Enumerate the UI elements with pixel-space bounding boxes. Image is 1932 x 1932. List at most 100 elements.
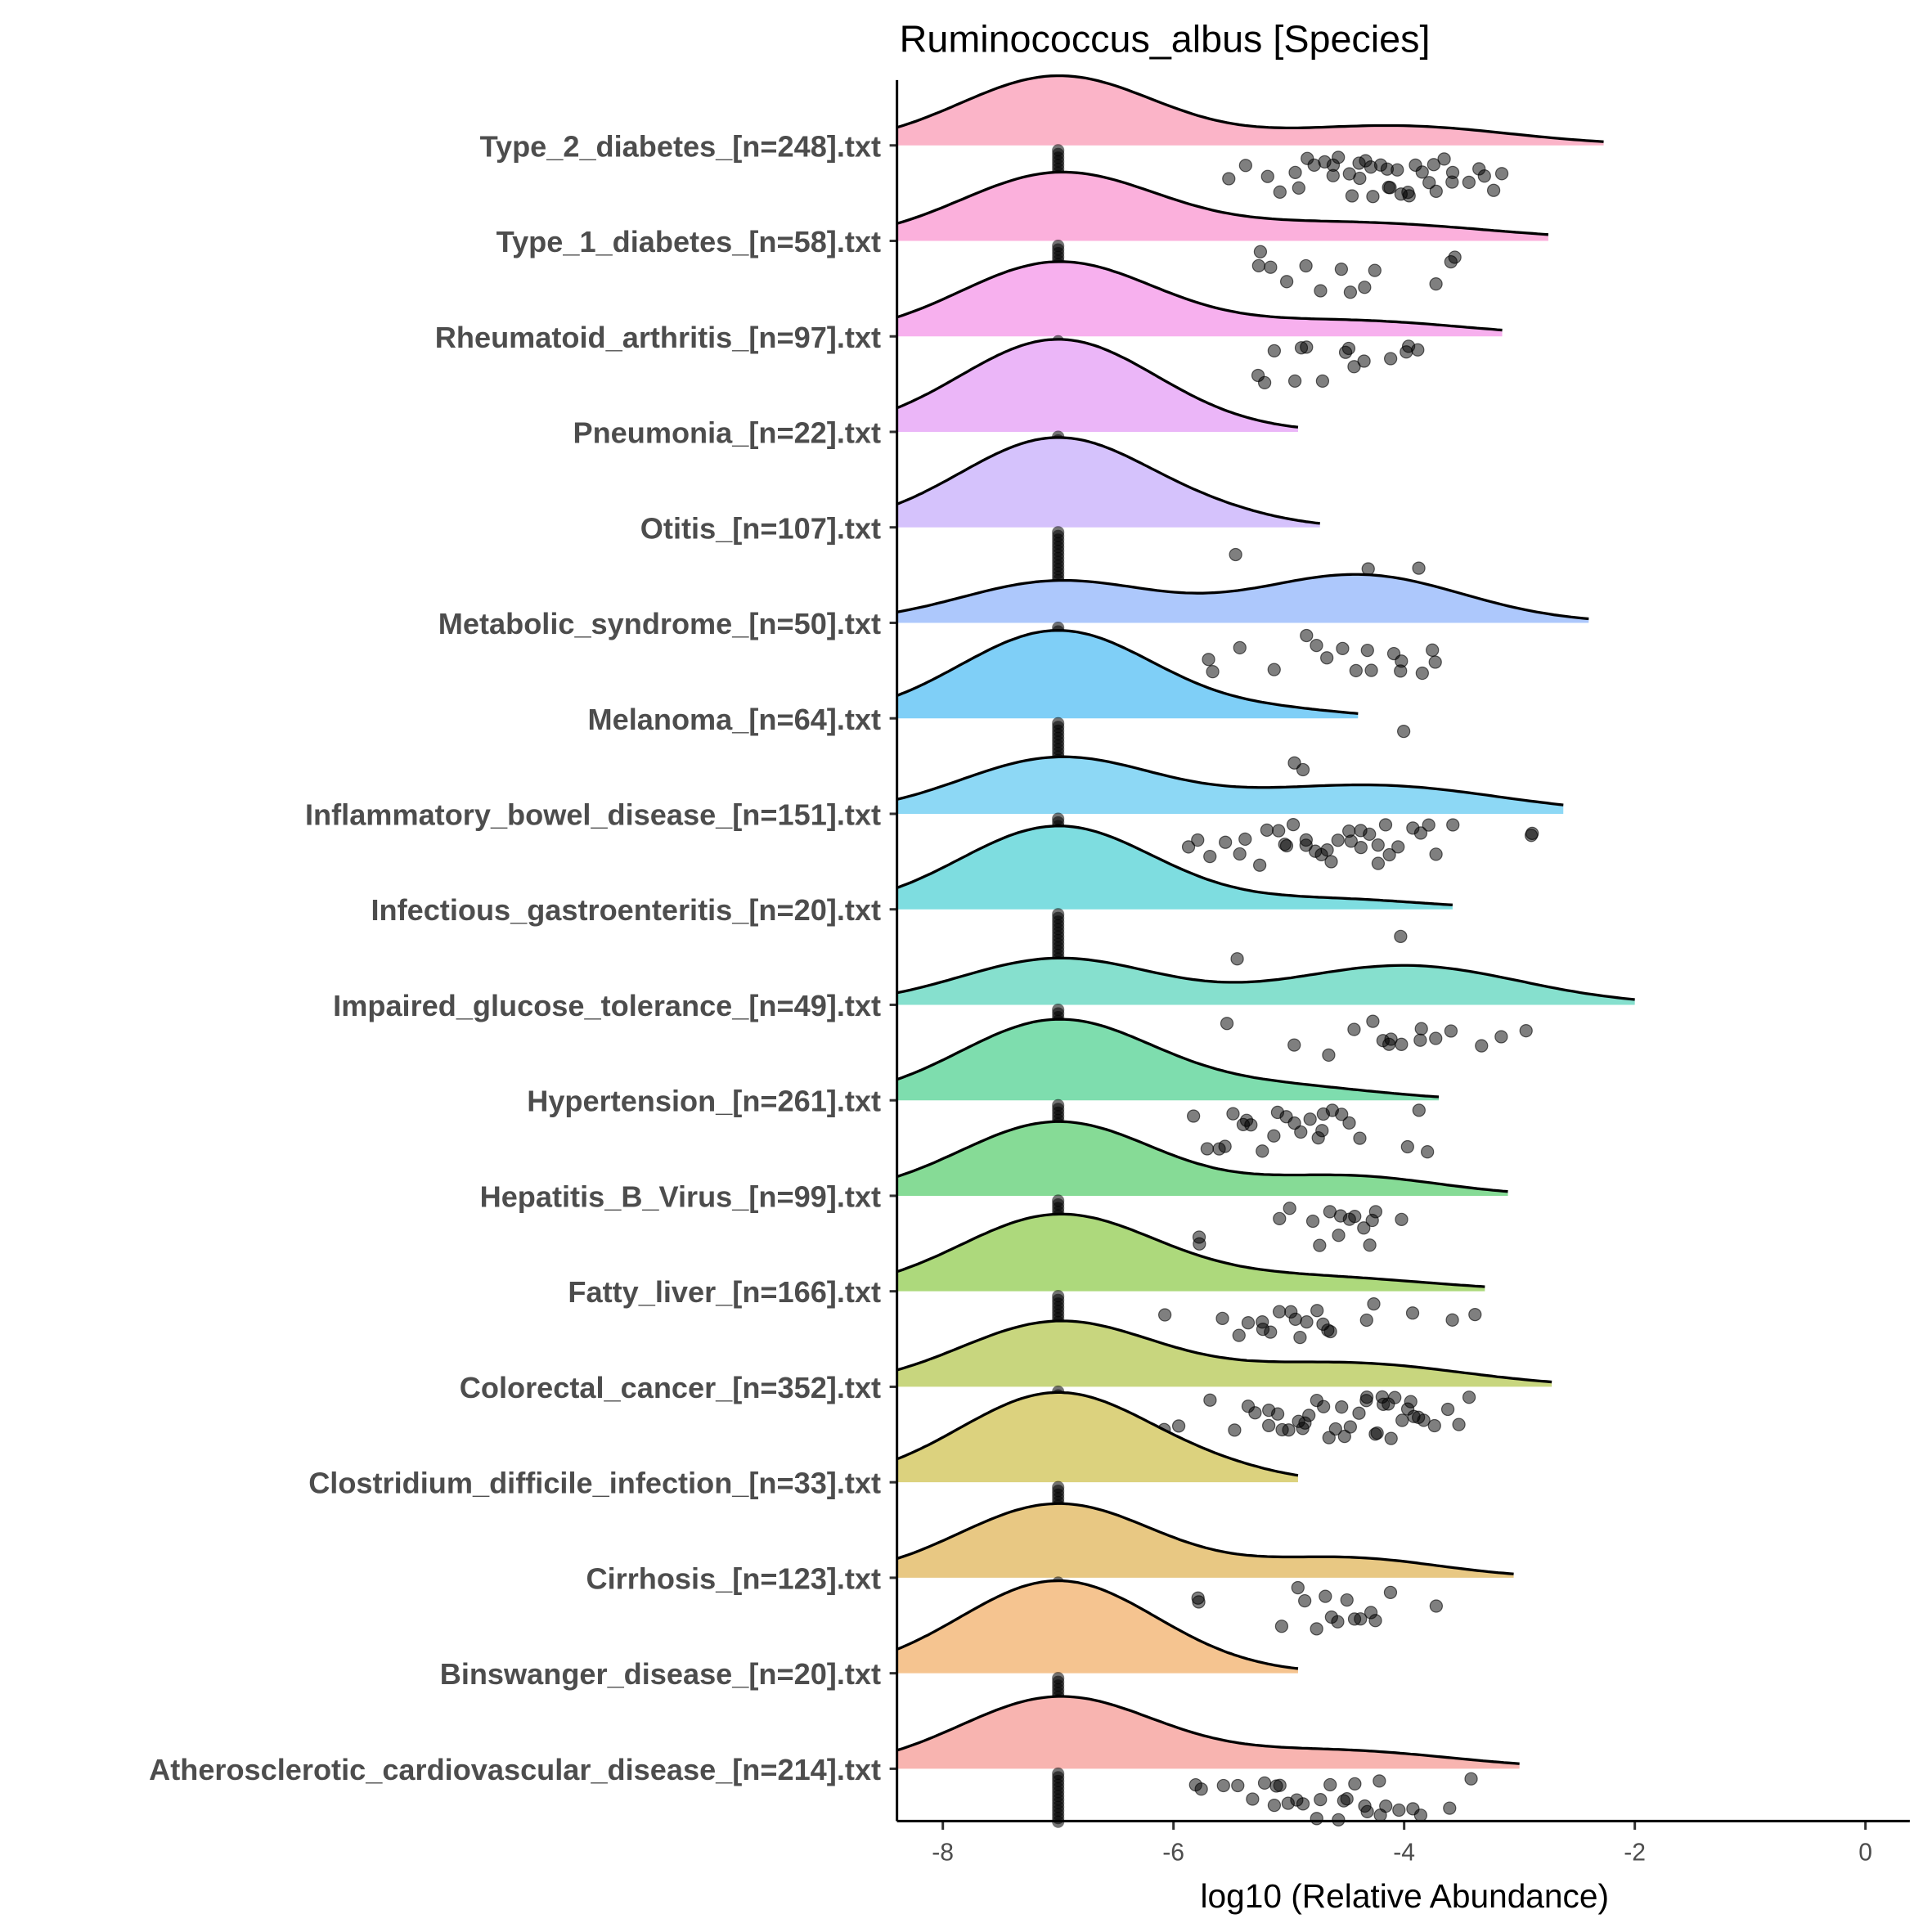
data-point xyxy=(1445,1313,1459,1327)
data-point xyxy=(1267,1798,1282,1813)
data-point xyxy=(1405,1306,1420,1320)
data-point xyxy=(1331,1615,1345,1629)
data-point xyxy=(1262,1404,1276,1418)
data-point xyxy=(1384,1032,1398,1046)
data-point xyxy=(1298,1593,1312,1608)
data-point xyxy=(1286,817,1301,832)
density-area xyxy=(897,1320,1552,1387)
data-point xyxy=(1193,1237,1206,1251)
density-line xyxy=(897,1319,1552,1384)
density-line xyxy=(897,1502,1514,1575)
data-point xyxy=(1417,1413,1431,1427)
data-point xyxy=(1313,1238,1327,1252)
y-tick-label: Fatty_liver_[n=166].txt xyxy=(568,1275,881,1309)
ridge-group xyxy=(897,1319,1552,1446)
data-point xyxy=(1383,1585,1398,1599)
data-point xyxy=(1253,245,1268,258)
data-point xyxy=(1368,1427,1382,1441)
data-point xyxy=(1299,258,1313,273)
data-point xyxy=(1272,824,1286,838)
data-point xyxy=(1231,1778,1245,1793)
density-line xyxy=(897,629,1359,715)
density-area xyxy=(897,261,1503,337)
data-point xyxy=(1273,1211,1287,1225)
data-point xyxy=(1246,1792,1260,1806)
data-point xyxy=(1429,1031,1443,1045)
data-point xyxy=(1320,651,1334,665)
data-point xyxy=(1287,1038,1301,1052)
y-tick-label: Cirrhosis_[n=123].txt xyxy=(586,1561,882,1595)
data-point xyxy=(1310,1622,1323,1636)
data-point xyxy=(1256,1144,1269,1158)
data-point xyxy=(1317,1400,1331,1413)
density-line xyxy=(897,1391,1299,1477)
density-area xyxy=(897,1503,1514,1578)
y-tick-label: Binswanger_disease_[n=20].txt xyxy=(440,1657,881,1691)
data-point xyxy=(1359,154,1373,168)
data-point xyxy=(1426,643,1440,657)
ridge-group xyxy=(897,1212,1485,1350)
data-point xyxy=(1437,152,1451,166)
data-point xyxy=(1429,277,1443,291)
y-tick-label: Hypertension_[n=261].txt xyxy=(527,1085,881,1118)
data-point xyxy=(1282,1423,1296,1437)
data-point xyxy=(1332,1229,1346,1242)
data-point xyxy=(1241,1316,1256,1330)
data-point xyxy=(1364,663,1378,677)
density-line xyxy=(897,755,1564,806)
data-point xyxy=(1440,1402,1455,1417)
data-point xyxy=(1340,1792,1354,1806)
data-point xyxy=(1366,1014,1380,1028)
density-line xyxy=(897,436,1320,525)
data-point xyxy=(1422,176,1436,190)
data-point xyxy=(1475,1039,1489,1053)
data-point xyxy=(1392,1803,1406,1817)
data-point xyxy=(1226,1107,1240,1121)
x-axis: -8 -6 -4 -2 0 xyxy=(932,1821,1872,1867)
data-point xyxy=(1462,175,1476,190)
y-tick-label: Infectious_gastroenteritis_[n=20].txt xyxy=(371,893,881,927)
y-axis: Type_2_diabetes_[n=248].txt Type_1_diabet… xyxy=(149,129,897,1786)
data-point xyxy=(1315,374,1330,388)
data-point xyxy=(1443,1801,1457,1815)
data-point xyxy=(1203,1393,1217,1407)
y-tick-label: Inflammatory_bowel_disease_[n=151].txt xyxy=(305,798,881,832)
data-point xyxy=(1248,1406,1262,1420)
data-point xyxy=(1382,847,1396,862)
data-point xyxy=(1421,1145,1435,1159)
data-point xyxy=(1477,169,1491,183)
data-point xyxy=(1219,835,1233,849)
data-point xyxy=(1310,1304,1324,1318)
data-point xyxy=(1394,664,1408,678)
data-point xyxy=(1287,756,1301,770)
data-point xyxy=(1395,1212,1409,1226)
data-point xyxy=(1367,1297,1381,1311)
data-point xyxy=(1291,1580,1305,1595)
data-point xyxy=(1262,1418,1276,1432)
data-point xyxy=(1238,159,1252,173)
y-tick-label: Colorectal_cancer_[n=352].txt xyxy=(460,1371,881,1404)
data-point xyxy=(1206,665,1220,679)
ridge-group xyxy=(897,1695,1520,1828)
data-point xyxy=(1331,833,1345,847)
data-point xyxy=(1395,1037,1409,1051)
data-point xyxy=(1256,1315,1269,1329)
data-point xyxy=(1315,1124,1329,1138)
data-point xyxy=(1244,1118,1258,1132)
x-tick-label: -8 xyxy=(932,1840,954,1867)
data-point xyxy=(1415,165,1429,179)
data-point xyxy=(1171,1419,1186,1433)
density-area xyxy=(897,437,1320,528)
data-point xyxy=(1267,1129,1281,1143)
data-point xyxy=(1427,158,1440,172)
data-point xyxy=(1283,1202,1296,1215)
data-point xyxy=(1260,169,1274,183)
data-point xyxy=(1252,858,1267,872)
data-point xyxy=(1300,1315,1314,1329)
data-point xyxy=(1336,641,1350,655)
data-point xyxy=(1413,1033,1427,1047)
data-point xyxy=(1218,1139,1232,1153)
data-point xyxy=(1413,1808,1428,1822)
data-point xyxy=(1444,1024,1458,1038)
ridge-group xyxy=(897,824,1453,969)
